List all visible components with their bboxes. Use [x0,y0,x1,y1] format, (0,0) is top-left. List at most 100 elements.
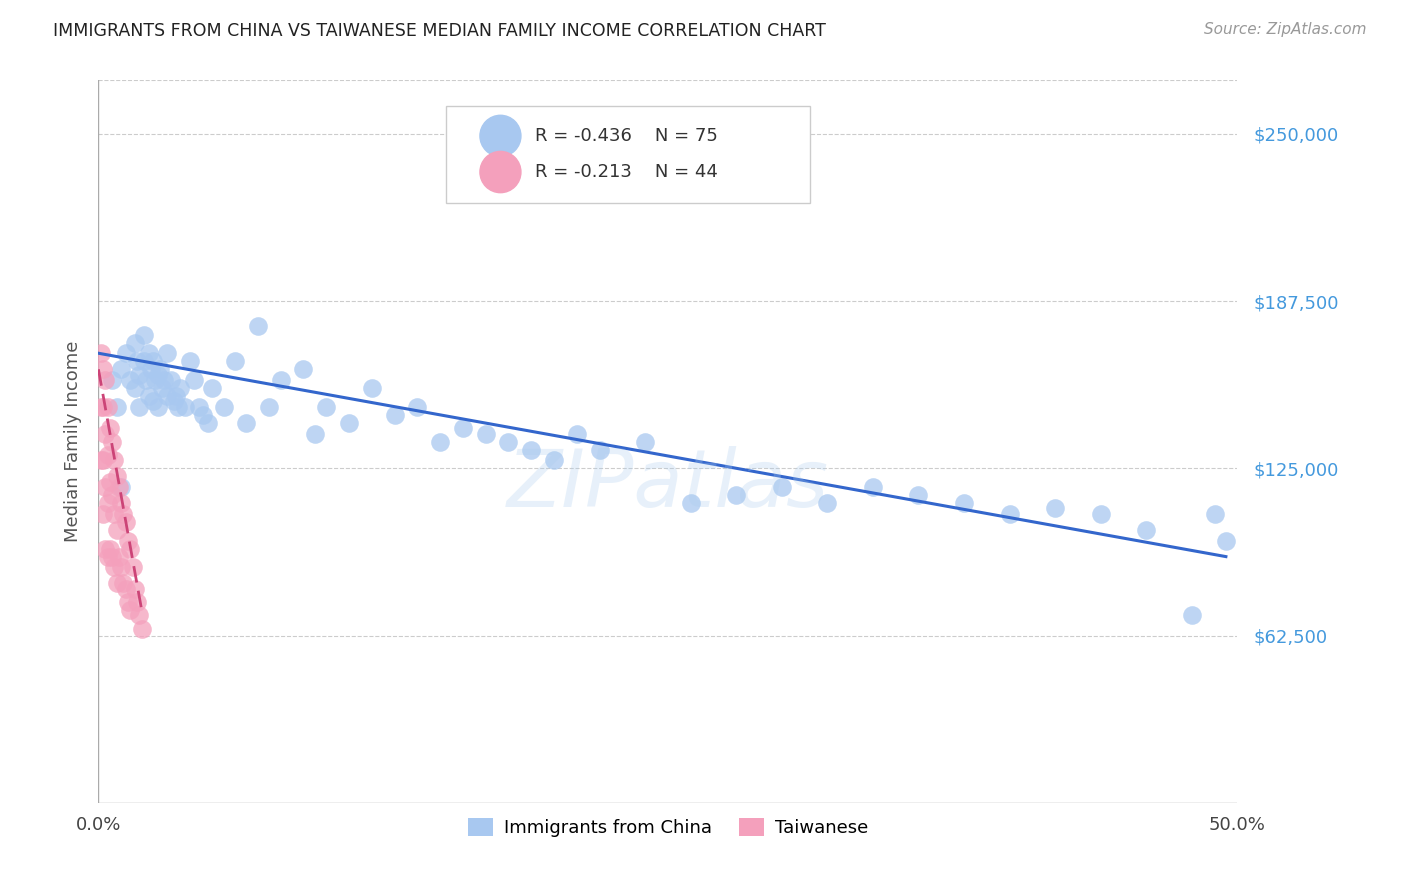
Point [105,400,128,414]
Point [224,354,246,368]
Point [94,373,117,387]
Point [103,560,125,574]
Point [451,421,474,435]
Point [406,400,429,414]
Point [169,381,191,395]
Point [815,496,838,510]
Text: R = -0.213    N = 44: R = -0.213 N = 44 [534,163,717,181]
Point [201,381,224,395]
Point [139,362,162,376]
Point [907,488,929,502]
Point [270,373,292,387]
Point [235,416,257,430]
Point [259,400,281,414]
Point [114,582,136,596]
Point [105,523,128,537]
Point [117,595,139,609]
Point [138,389,160,403]
Point [187,400,209,414]
Point [120,603,142,617]
Point [91,507,114,521]
Point [127,354,149,368]
Point [429,434,451,449]
Point [101,434,124,449]
Point [135,373,157,387]
Point [165,389,187,403]
Point [124,381,146,395]
Point [96,400,118,414]
Point [91,400,114,414]
Point [120,373,142,387]
Legend: Immigrants from China, Taiwanese: Immigrants from China, Taiwanese [460,811,876,845]
Point [197,416,219,430]
Point [246,319,269,334]
Point [1181,608,1204,623]
Point [725,488,748,502]
Point [132,354,155,368]
Point [96,448,118,462]
Point [90,400,112,414]
Point [953,496,976,510]
Point [112,576,135,591]
Point [98,541,121,556]
Point [114,346,136,360]
Point [131,622,153,636]
Point [167,400,190,414]
Point [1215,533,1237,548]
Point [862,480,884,494]
Point [128,608,150,623]
Point [112,507,135,521]
Point [127,595,149,609]
Point [108,480,131,494]
Point [149,362,172,376]
Point [770,480,793,494]
Point [543,453,565,467]
Point [138,346,160,360]
Point [588,442,610,457]
Point [150,381,173,395]
Y-axis label: Median Family Income: Median Family Income [63,341,82,542]
Point [110,560,132,574]
Point [117,533,139,548]
Point [193,408,215,422]
Text: ZIPatlas: ZIPatlas [506,446,830,524]
Point [94,480,117,494]
Point [634,434,657,449]
Point [1204,507,1226,521]
Point [183,373,205,387]
Point [110,480,132,494]
Point [565,426,588,441]
Point [498,434,520,449]
Point [96,496,118,510]
Point [153,373,176,387]
Point [128,368,150,382]
Point [105,576,128,591]
Point [156,346,179,360]
Point [520,442,543,457]
Point [142,354,165,368]
Point [101,549,124,564]
Text: R = -0.436    N = 75: R = -0.436 N = 75 [534,127,717,145]
Point [124,582,146,596]
Point [124,335,146,350]
Point [179,354,201,368]
FancyBboxPatch shape [446,105,810,203]
Point [121,560,143,574]
Text: Source: ZipAtlas.com: Source: ZipAtlas.com [1204,22,1367,37]
Ellipse shape [479,152,522,193]
Point [162,394,184,409]
Point [292,362,315,376]
Point [120,541,142,556]
Point [110,362,132,376]
Point [1135,523,1157,537]
Point [474,426,496,441]
Point [96,549,118,564]
Point [101,488,124,502]
Point [90,453,112,467]
Point [146,368,169,382]
Point [304,426,326,441]
Point [315,400,337,414]
Point [337,416,360,430]
Point [98,421,121,435]
Point [1090,507,1112,521]
